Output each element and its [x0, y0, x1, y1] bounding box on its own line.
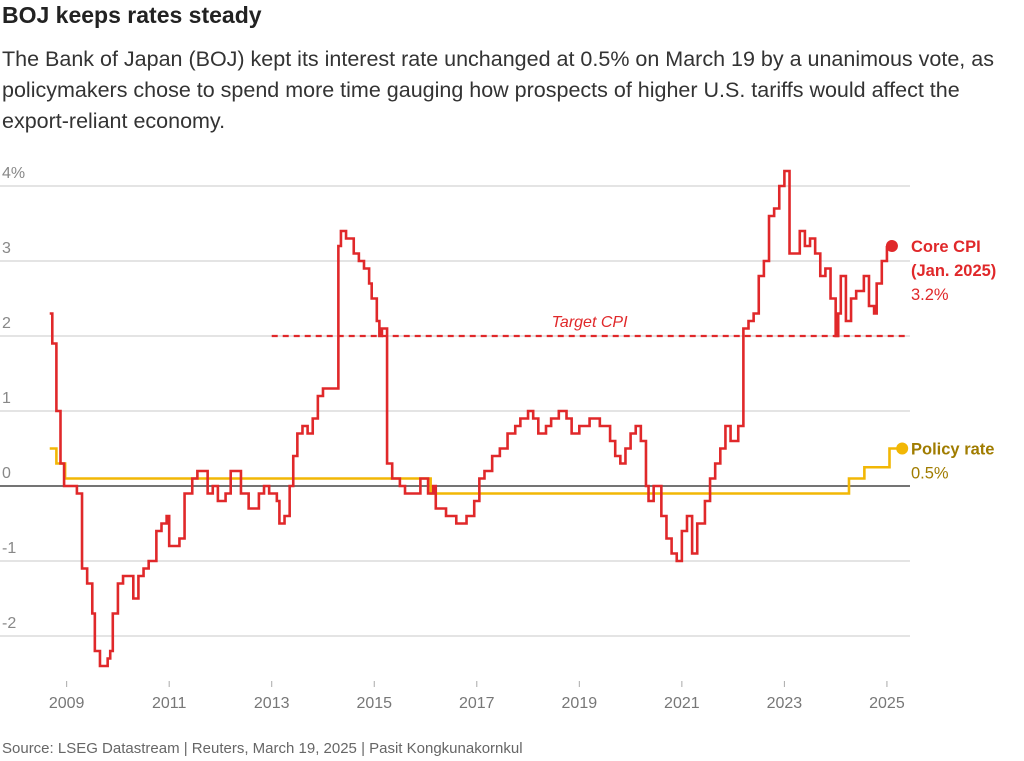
y-tick-label: 0: [2, 465, 11, 482]
legend-label: Policy rate: [911, 441, 994, 459]
x-tick-label: 2009: [49, 695, 85, 712]
x-tick-label: 2013: [254, 695, 290, 712]
y-tick-label: 1: [2, 390, 11, 407]
end-dot: [885, 240, 898, 252]
series-line: [49, 447, 898, 495]
target-label: Target CPI: [552, 314, 628, 331]
x-tick-label: 2011: [152, 695, 187, 712]
x-tick-label: 2017: [459, 695, 495, 712]
end-value-label: 0.5%: [911, 465, 949, 483]
legend-note: (Jan. 2025): [911, 262, 996, 280]
legend-label: Core CPI: [911, 238, 981, 256]
x-tick-label: 2021: [664, 695, 700, 712]
y-tick-label: -2: [2, 615, 16, 632]
x-tick-label: 2015: [356, 695, 392, 712]
x-tick-label: 2025: [869, 695, 905, 712]
title: BOJ keeps rates steady: [2, 2, 262, 28]
x-tick-label: 2019: [562, 695, 598, 712]
x-tick-label: 2023: [767, 695, 803, 712]
y-tick-label: 3: [2, 240, 11, 257]
source: Source: LSEG Datastream | Reuters, March…: [2, 740, 523, 757]
end-value-label: 3.2%: [911, 286, 949, 304]
series-line: [49, 169, 889, 668]
y-tick-label: 2: [2, 315, 11, 332]
y-tick-label: 4%: [2, 165, 25, 182]
y-tick-label: -1: [2, 540, 16, 557]
subtitle: The Bank of Japan (BOJ) kept its interes…: [2, 47, 994, 133]
end-dot: [896, 442, 909, 455]
chart: 4% 3 2 1 0 -1 -2 2009 2011 2013 2015 2017 2019 2021 20…: [0, 165, 996, 712]
